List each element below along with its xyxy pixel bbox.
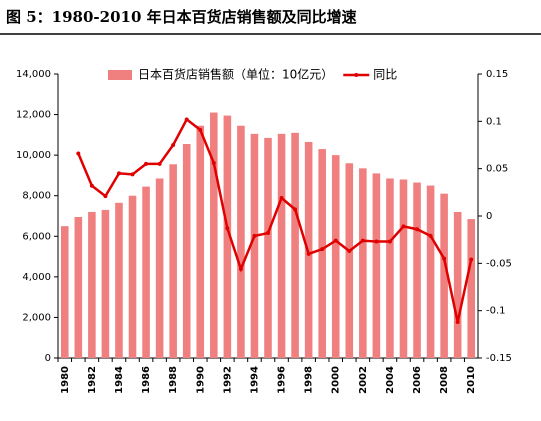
bar (250, 133, 259, 358)
y-tick-label: 0 (45, 353, 51, 364)
y-tick-label: 4,000 (22, 272, 51, 283)
bar (237, 125, 245, 358)
x-tick-label: 1984 (114, 366, 125, 394)
chart-title: 图 5：1980-2010 年日本百货店销售额及同比增速 (6, 8, 357, 26)
line (77, 117, 473, 323)
line-marker (238, 267, 243, 272)
line-marker (415, 227, 420, 232)
line-marker (198, 127, 203, 132)
y2-tick-label: 0.15 (486, 69, 508, 80)
x-tick-label: 2010 (466, 366, 477, 394)
line-marker (360, 238, 365, 243)
bar (426, 185, 435, 358)
bar (331, 155, 340, 358)
y-tick-label: 6,000 (22, 231, 51, 242)
x-tick-label: 1982 (87, 366, 98, 394)
line-marker (157, 161, 162, 166)
x-tick-label: 1996 (277, 366, 288, 394)
x-tick-label: 1992 (222, 366, 233, 394)
legend-swatch (108, 70, 132, 80)
line-marker (347, 249, 352, 254)
bar (223, 115, 232, 358)
bar (386, 178, 394, 358)
bar (169, 164, 177, 358)
bar (277, 133, 286, 358)
y-tick-label: 2,000 (22, 312, 51, 323)
line-marker (266, 231, 270, 236)
x-tick-label: 2006 (412, 366, 423, 394)
x-tick-label: 1986 (141, 366, 152, 394)
bar (60, 226, 69, 358)
line-marker (401, 224, 406, 229)
line-marker (103, 194, 108, 199)
bar (155, 178, 164, 358)
bar (115, 202, 123, 358)
y-tick-label: 10,000 (16, 150, 51, 161)
line-marker (225, 226, 230, 231)
y2-tick-label: 0.05 (486, 164, 508, 175)
x-tick-label: 1998 (304, 366, 315, 394)
line-marker (293, 207, 298, 212)
line-marker (144, 161, 149, 166)
line-marker (428, 233, 433, 238)
x-tick-label: 2004 (385, 366, 396, 394)
line-marker (455, 320, 460, 325)
legend-label: 同比 (373, 68, 397, 82)
y2-tick-label: 0.1 (486, 116, 502, 127)
line-marker (184, 117, 189, 122)
x-tick-label: 2008 (439, 366, 450, 394)
y2-tick-label: -0.1 (486, 306, 506, 317)
line-marker (333, 238, 338, 243)
bar (101, 209, 110, 358)
line-marker (320, 247, 325, 252)
bar (196, 125, 205, 358)
x-tick-label: 1980 (60, 366, 71, 394)
line-marker (374, 239, 379, 244)
bar (210, 112, 218, 359)
bar (182, 143, 191, 358)
bar (74, 217, 83, 358)
x-tick-label: 1988 (168, 366, 179, 394)
bar (372, 173, 381, 358)
bar (467, 219, 476, 358)
line-marker (252, 233, 257, 238)
line-marker (116, 171, 121, 176)
bar (413, 182, 421, 358)
x-tick-label: 1994 (249, 366, 260, 394)
line-marker (279, 196, 284, 201)
bar (264, 137, 272, 358)
legend-label: 日本百货店销售额（单位：10亿元） (138, 67, 333, 82)
bar (142, 186, 150, 358)
legend-swatch (354, 73, 359, 77)
bar (453, 211, 462, 358)
bar (291, 132, 299, 358)
line-marker (76, 151, 81, 156)
y-tick-label: 12,000 (16, 110, 51, 121)
bar (399, 179, 408, 358)
line-marker (469, 257, 474, 262)
x-tick-label: 2002 (358, 366, 369, 394)
bar (318, 149, 326, 358)
bar (88, 211, 96, 358)
y2-tick-label: -0.15 (486, 353, 512, 364)
bar (345, 163, 354, 358)
line-marker (130, 172, 135, 177)
x-tick-label: 2000 (331, 366, 342, 394)
line-marker (306, 251, 311, 256)
line-marker (387, 239, 392, 244)
bar (440, 193, 448, 358)
bar (128, 195, 137, 358)
y2-tick-label: -0.05 (486, 258, 512, 269)
y-tick-label: 8,000 (22, 191, 51, 202)
line-marker (442, 256, 447, 261)
line-marker (211, 160, 216, 165)
bar (359, 168, 367, 358)
y-tick-label: 14,000 (16, 69, 51, 80)
y2-tick-label: 0 (486, 211, 492, 222)
x-tick-label: 1990 (195, 366, 206, 394)
line-marker (89, 183, 94, 188)
line-marker (171, 143, 176, 147)
